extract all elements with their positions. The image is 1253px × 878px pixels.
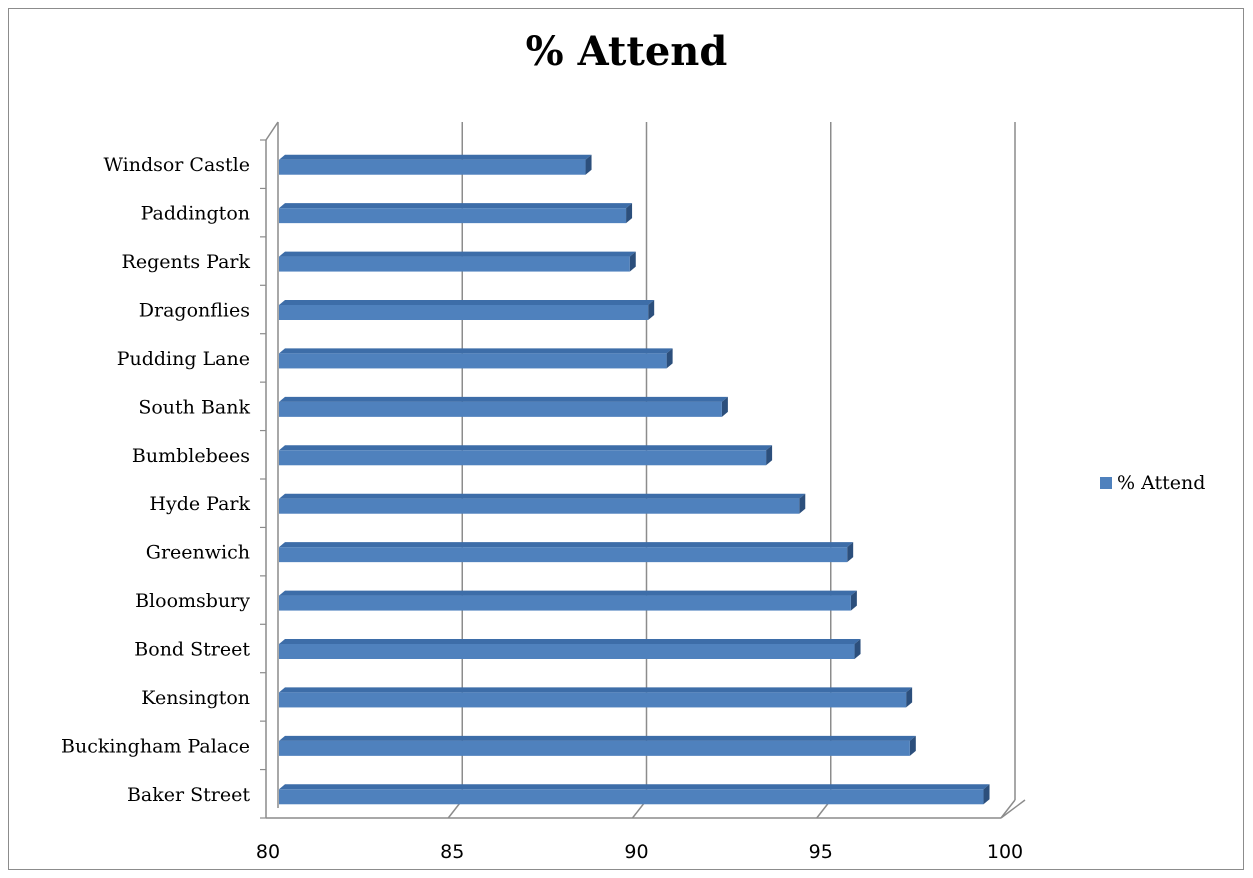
category-label: Paddington (141, 203, 250, 225)
bar-side (766, 445, 773, 466)
bar (279, 692, 907, 708)
bar-top (279, 542, 854, 548)
bar-side (585, 154, 592, 175)
bar-side (854, 639, 861, 659)
bar-side (629, 251, 636, 272)
category-label: Bumblebees (132, 445, 250, 467)
legend-label: % Attend (1117, 472, 1205, 494)
bar (279, 353, 667, 369)
bar-top (279, 687, 913, 693)
bar-side (626, 203, 633, 224)
chart-walls (260, 121, 1026, 819)
legend: % Attend (1100, 472, 1205, 494)
bar-top (279, 154, 592, 160)
tick-label: 85 (440, 841, 464, 863)
bar-top (279, 735, 916, 741)
category-label: Regents Park (122, 251, 251, 273)
chart-title: % Attend (525, 28, 728, 75)
bar-top (279, 251, 636, 257)
bar-side (721, 396, 728, 417)
bar-side (666, 348, 673, 369)
legend-swatch (1100, 477, 1112, 489)
bar-side (799, 493, 806, 514)
tick-labels: 80 85 90 95 100 (256, 841, 1023, 863)
bar (279, 401, 722, 417)
bar (279, 450, 767, 466)
bar (279, 498, 800, 514)
category-label: Dragonflies (139, 300, 250, 322)
bar-side (847, 542, 854, 563)
category-label: Buckingham Palace (61, 735, 250, 757)
bar (279, 159, 586, 175)
bars (279, 154, 990, 805)
gridline-floor (1000, 799, 1016, 819)
bar-top (279, 590, 857, 596)
tick-label: 100 (987, 841, 1023, 863)
tick-label: 80 (256, 841, 280, 863)
bar-top (279, 203, 633, 209)
category-label: Baker Street (127, 784, 250, 806)
bar-top (279, 784, 990, 790)
bar-side (850, 590, 857, 611)
category-label: Bloomsbury (135, 590, 250, 612)
category-labels: Windsor Castle Paddington Regents Park Drag… (61, 154, 250, 806)
floor-right-edge (1000, 799, 1026, 819)
chart-frame (8, 8, 1244, 870)
bar-side (909, 735, 916, 756)
bar (279, 547, 848, 563)
category-label: Bond Street (134, 639, 250, 661)
bar-side (906, 687, 913, 708)
bar-top (279, 639, 861, 644)
bar (279, 789, 984, 805)
bar (279, 740, 910, 756)
bar-top (279, 493, 806, 499)
category-label: Greenwich (146, 542, 250, 564)
tick-label: 90 (624, 841, 648, 863)
bar (279, 595, 851, 611)
category-label: Pudding Lane (117, 348, 250, 370)
left-wall-top-edge (265, 121, 279, 141)
category-label: South Bank (138, 396, 250, 418)
bar-top (279, 396, 728, 402)
category-label: Hyde Park (149, 493, 250, 515)
bar (279, 305, 649, 320)
bar-side (648, 300, 655, 320)
bar (279, 256, 630, 272)
bar-top (279, 300, 655, 305)
bar (279, 644, 855, 659)
gridlines (447, 122, 1016, 819)
bar-side (983, 784, 990, 805)
bar-top (279, 348, 673, 354)
bar (279, 208, 627, 224)
category-label: Windsor Castle (103, 154, 250, 176)
category-label: Kensington (141, 687, 250, 709)
tick-label: 95 (809, 841, 833, 863)
bar-top (279, 445, 773, 451)
